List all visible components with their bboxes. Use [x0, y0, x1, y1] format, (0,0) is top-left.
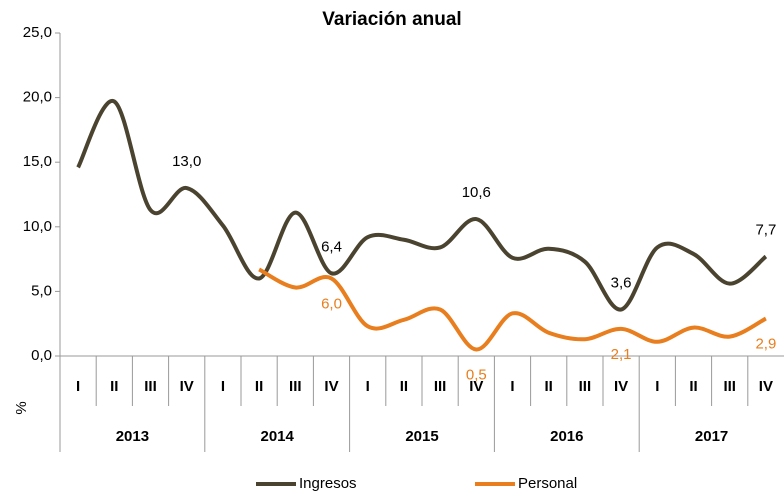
series-line	[258, 267, 767, 352]
x-tick-label: II	[110, 378, 118, 395]
series-line	[76, 99, 768, 312]
legend-label: Personal	[518, 475, 577, 492]
x-tick-label: III	[144, 378, 157, 395]
group-label: 2014	[261, 428, 295, 445]
x-tick-label: III	[723, 378, 736, 395]
x-tick-label: II	[545, 378, 553, 395]
x-tick-label: III	[579, 378, 592, 395]
x-tick-label: I	[655, 378, 659, 395]
y-tick-label: 15,0	[23, 153, 52, 170]
x-tick-label: I	[510, 378, 514, 395]
x-tick-label: I	[221, 378, 225, 395]
data-label: 7,7	[755, 221, 776, 238]
x-tick-label: III	[434, 378, 447, 395]
x-tick-label: III	[289, 378, 302, 395]
x-tick-label: I	[366, 378, 370, 395]
x-tick-label: IV	[324, 378, 338, 395]
x-tick-label: IV	[469, 378, 483, 395]
chart-title: Variación anual	[322, 9, 461, 30]
group-label: 2013	[116, 428, 149, 445]
group-label: 2015	[405, 428, 438, 445]
x-tick-label: II	[255, 378, 263, 395]
data-label: 2,1	[611, 346, 632, 363]
y-tick-label: 0,0	[31, 347, 52, 364]
data-label: 10,6	[462, 184, 491, 201]
y-tick-label: 20,0	[23, 89, 52, 106]
y-axis-label: %	[13, 401, 30, 414]
data-label: 6,4	[321, 238, 342, 255]
data-label: 0,5	[466, 367, 487, 384]
legend-label: Ingresos	[299, 475, 357, 492]
data-label: 3,6	[611, 274, 632, 291]
x-tick-label: II	[689, 378, 697, 395]
x-tick-label: IV	[759, 378, 773, 395]
x-tick-label: IV	[614, 378, 628, 395]
group-label: 2017	[695, 428, 728, 445]
x-tick-label: I	[76, 378, 80, 395]
data-label: 6,0	[321, 295, 342, 312]
y-tick-label: 25,0	[23, 24, 52, 41]
data-label: 13,0	[172, 153, 201, 170]
x-tick-label: II	[400, 378, 408, 395]
x-tick-label: IV	[180, 378, 194, 395]
data-label: 2,9	[755, 336, 776, 353]
group-label: 2016	[550, 428, 583, 445]
y-tick-label: 10,0	[23, 218, 52, 235]
y-tick-label: 5,0	[31, 282, 52, 299]
